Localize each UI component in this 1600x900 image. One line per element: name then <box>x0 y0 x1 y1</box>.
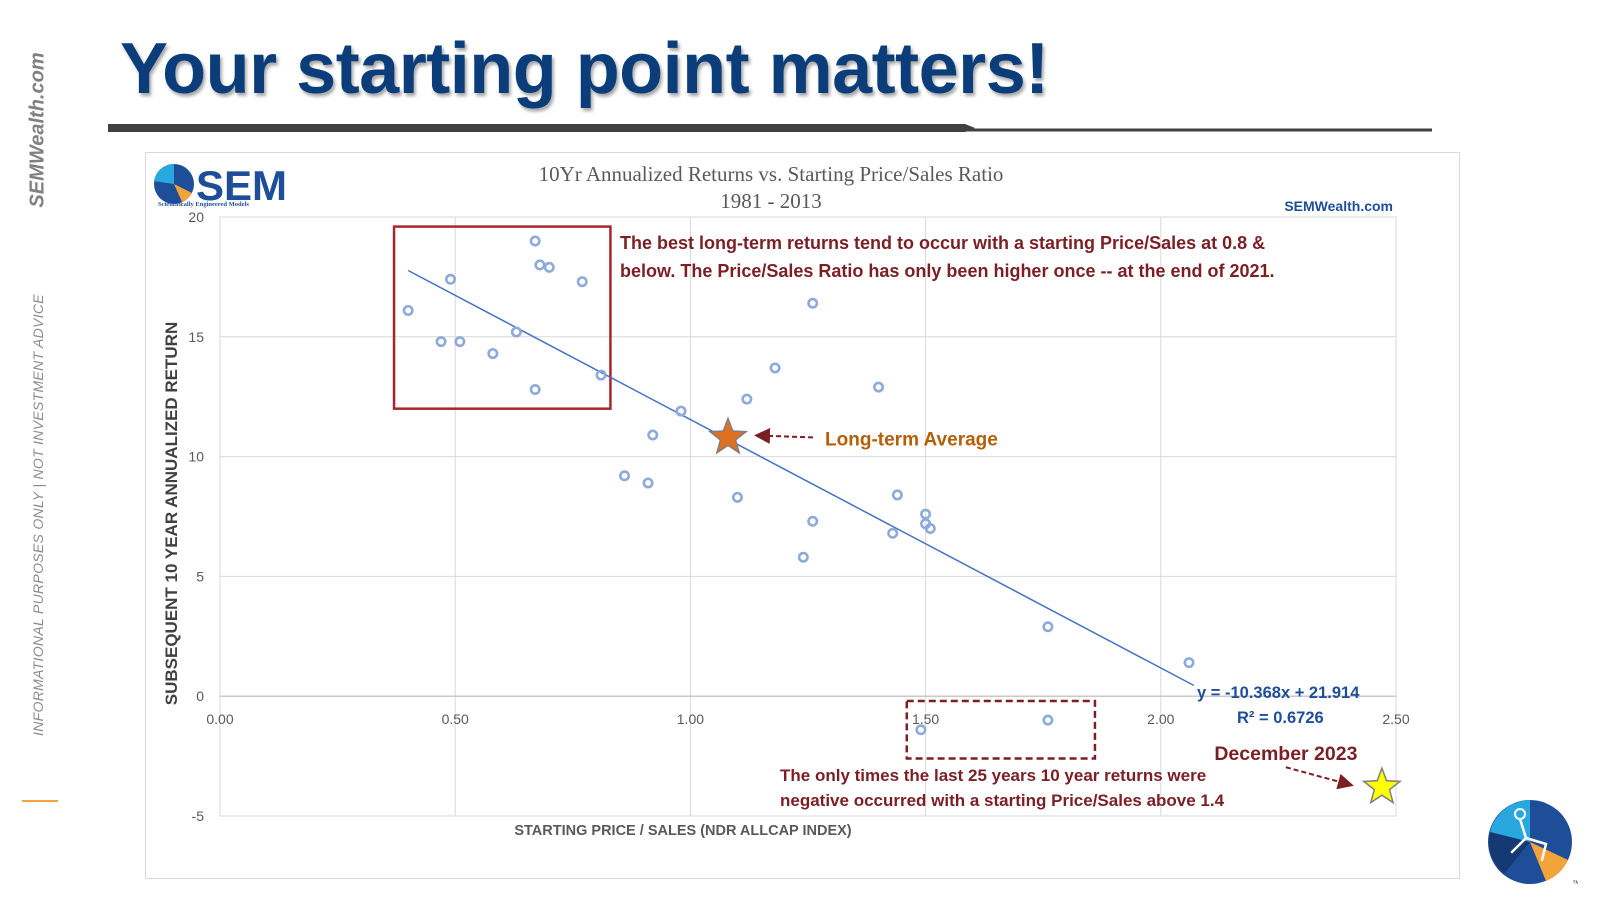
x-tick-label: 1.50 <box>912 711 939 727</box>
data-point <box>675 405 687 417</box>
trendline-r2: R² = 0.6726 <box>1237 709 1324 727</box>
y-tick-label: 10 <box>188 449 204 465</box>
sem-circle-logo-icon: ™ <box>1488 800 1578 888</box>
data-point <box>647 429 659 441</box>
data-point <box>807 515 819 527</box>
sem-logo-globe-segment <box>154 163 174 184</box>
data-point <box>534 259 546 271</box>
data-point <box>807 297 819 309</box>
y-tick-label: 5 <box>196 568 204 584</box>
x-tick-label: 2.50 <box>1382 711 1409 727</box>
data-point <box>529 384 541 396</box>
data-point <box>529 235 541 247</box>
data-point <box>487 348 499 360</box>
trademark-mark: ™ <box>1572 879 1578 888</box>
negative-returns-note-line2: negative occurred with a starting Price/… <box>780 791 1225 810</box>
y-axis-title: SUBSEQUENT 10 YEAR ANNUALIZED RETURN <box>162 322 181 706</box>
data-point <box>576 276 588 288</box>
data-point <box>891 489 903 501</box>
negative-returns-region-box <box>905 699 1097 760</box>
y-tick-label: -5 <box>192 808 205 824</box>
data-point <box>595 369 607 381</box>
trendline <box>407 269 1195 687</box>
long-term-average-star-icon <box>707 416 749 455</box>
best-returns-note-line2: below. The Price/Sales Ratio has only be… <box>620 261 1275 281</box>
long-term-average-label: Long-term Average <box>825 429 998 450</box>
data-point <box>435 336 447 348</box>
y-tick-label: 0 <box>196 688 204 704</box>
side-disclaimer-text: INFORMATIONAL PURPOSES ONLY | NOT INVEST… <box>30 294 46 736</box>
data-point <box>543 261 555 273</box>
data-point <box>454 336 466 348</box>
sem-logo-text: SEM <box>196 162 287 209</box>
title-underline-rule <box>108 124 1432 132</box>
data-point <box>924 522 936 534</box>
data-point <box>642 477 654 489</box>
december-2023-arrow <box>1285 766 1354 790</box>
data-point <box>797 551 809 563</box>
x-tick-label: 1.00 <box>677 711 704 727</box>
long-term-average-arrow <box>754 427 814 444</box>
data-point <box>1042 714 1054 726</box>
data-point <box>1042 621 1054 633</box>
data-point <box>887 527 899 539</box>
sem-logo-globe-accent <box>174 184 192 202</box>
data-point <box>769 362 781 374</box>
plot-area-border <box>219 216 1397 817</box>
data-point <box>731 491 743 503</box>
chart-title: 10Yr Annualized Returns vs. Starting Pri… <box>539 162 1004 186</box>
data-point <box>873 381 885 393</box>
low-ps-region-box <box>392 225 612 410</box>
x-axis-title: STARTING PRICE / SALES (NDR ALLCAP INDEX… <box>514 823 851 839</box>
best-returns-note-line1: The best long-term returns tend to occur… <box>620 233 1265 253</box>
x-tick-label: 0.50 <box>442 711 469 727</box>
slide-title: Your starting point matters! <box>120 29 1049 109</box>
data-point <box>402 304 414 316</box>
data-point <box>444 273 456 285</box>
x-tick-label: 2.00 <box>1147 711 1174 727</box>
y-tick-label: 15 <box>188 329 204 345</box>
december-2023-star-icon <box>1361 766 1403 805</box>
trendline-equation: y = -10.368x + 21.914 <box>1197 684 1360 702</box>
data-point <box>510 326 522 338</box>
data-point <box>915 724 927 736</box>
y-tick-label: 20 <box>188 209 204 225</box>
data-point <box>619 470 631 482</box>
chart-subtitle: 1981 - 2013 <box>720 189 822 213</box>
x-tick-label: 0.00 <box>206 711 233 727</box>
data-point <box>1183 657 1195 669</box>
data-point <box>741 393 753 405</box>
sem-logo-tagline: Scientifically Engineered Models <box>158 201 249 208</box>
december-2023-label: December 2023 <box>1214 743 1357 765</box>
negative-returns-note-line1: The only times the last 25 years 10 year… <box>780 766 1206 785</box>
scatter-chart: -5 0 5 10 15 20 0.00 0.50 1.00 1.50 2.00 2.50 STARTI… <box>154 162 1410 839</box>
side-accent-dash <box>22 800 58 802</box>
chart-frame: -5 0 5 10 15 20 0.00 0.50 1.00 1.50 2.00 2.50 STARTI… <box>145 152 1460 879</box>
watermark-text: SEMWealth.com <box>1284 198 1393 214</box>
